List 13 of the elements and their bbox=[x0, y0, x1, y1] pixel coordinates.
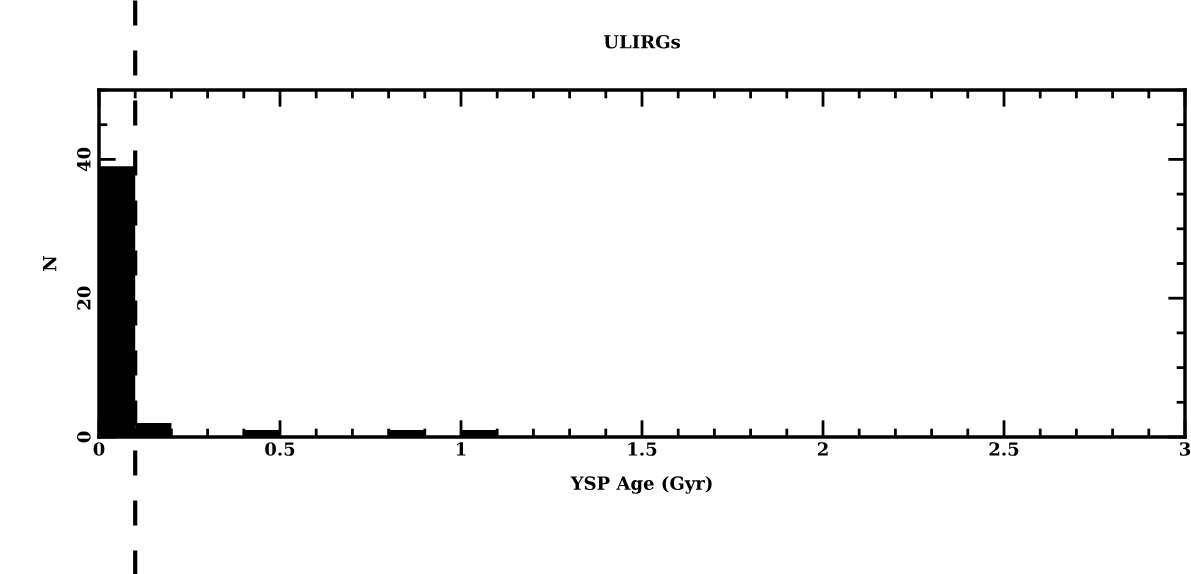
y-tick-label: 20 bbox=[76, 286, 91, 310]
x-tick-label: 0 bbox=[93, 442, 105, 456]
x-tick-label: 2 bbox=[817, 442, 828, 456]
y-tick-label: 0 bbox=[76, 431, 91, 443]
x-tick-label: 3 bbox=[1179, 442, 1191, 456]
x-tick-label: 2.5 bbox=[989, 442, 1019, 456]
x-tick-label: 1 bbox=[456, 442, 466, 456]
chart-title: ULIRGs bbox=[603, 34, 680, 49]
x-tick-label: 1.5 bbox=[628, 442, 657, 456]
x-axis-title: YSP Age (Gyr) bbox=[570, 476, 712, 494]
y-tick-label: 40 bbox=[76, 147, 91, 172]
x-tick-label: 0.5 bbox=[265, 442, 295, 456]
y-axis-title: N bbox=[43, 255, 57, 271]
